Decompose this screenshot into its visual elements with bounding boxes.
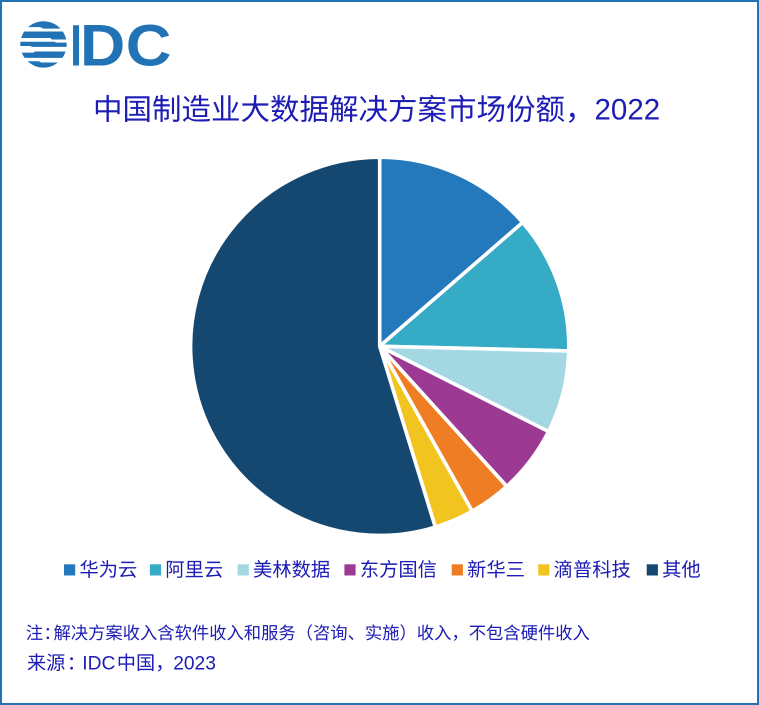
svg-text:C: C (126, 13, 172, 78)
svg-text:2023: 2023 (173, 654, 216, 675)
svg-text:IDC: IDC (82, 654, 115, 675)
svg-text:I: I (70, 13, 82, 78)
svg-text:2022: 2022 (595, 94, 661, 127)
svg-text:D: D (80, 12, 125, 77)
